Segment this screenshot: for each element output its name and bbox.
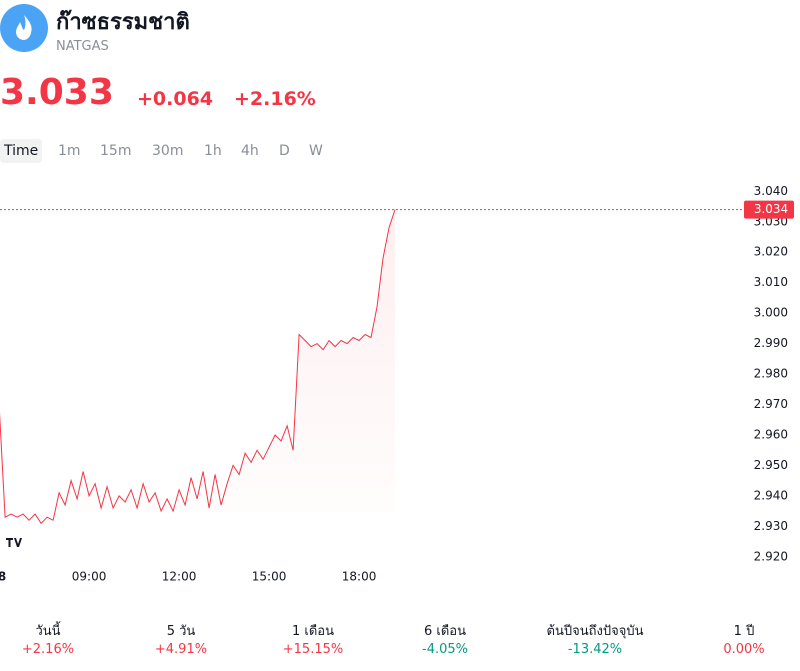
period-change: -4.05% [422,642,468,657]
last-price-tag [744,200,794,219]
title: ก๊าซธรรมชาติ [56,10,190,35]
period-change: 0.00% [723,642,765,657]
period-label[interactable]: 1 ปี [733,624,755,639]
y-tick-label: 2.930 [754,519,788,533]
timeframe-button[interactable]: 1h [204,143,222,159]
period-label[interactable]: ต้นปีจนถึงปัจจุบัน [546,624,644,639]
x-tick-label: 15:00 [252,570,287,584]
x-tick-label: 12:00 [162,570,197,584]
y-tick-label: 2.980 [754,367,788,381]
y-tick-label: 2.970 [754,397,788,411]
timeframe-button[interactable]: D [279,143,290,159]
timeframe-button[interactable]: 1m [58,143,81,159]
period-label[interactable]: 1 เดือน [292,624,334,639]
x-tick-label: 18:00 [342,570,377,584]
price: 3.033 [0,72,114,113]
period-change: +2.16% [21,642,75,657]
y-tick-label: 3.000 [754,306,788,320]
change-percent: +2.16% [234,88,316,110]
period-change: +15.15% [282,642,344,657]
symbol: NATGAS [56,39,109,54]
timeframe-button[interactable]: 4h [241,143,259,159]
last-price-label: 3.034 [754,202,788,216]
line [0,209,396,525]
change: +0.064 [137,88,214,110]
period-change: +4.91% [154,642,208,657]
y-tick-label: 2.950 [754,458,788,472]
period-label[interactable]: 5 วัน [166,624,196,639]
x-tick-label: 09:00 [72,570,107,584]
y-tick-label: 2.940 [754,488,788,502]
chart: 2.920 2.930 2.940 2.950 2.960 2.970 2.980 2.990… [0,184,794,584]
period-label[interactable]: 6 เดือน [424,624,466,639]
period-label[interactable]: วันนี้ [35,624,61,639]
timeframe-button[interactable]: Time [0,139,43,163]
y-tick-label: 2.990 [754,336,788,350]
y-tick-label: 2.920 [754,549,788,563]
timeframe-button[interactable]: 30m [152,143,184,159]
x-tick-label: 8 [0,570,6,584]
period-change: -13.42% [567,642,623,657]
timeframe-button[interactable]: 15m [100,143,132,159]
y-tick-label: 3.010 [754,275,788,289]
y-tick-label: 2.960 [754,427,788,441]
y-tick-label: 3.040 [754,184,788,198]
tv-logo [0,529,28,557]
area [0,209,395,524]
timeframe-button[interactable]: W [309,143,323,159]
logo [0,4,48,52]
y-tick-label: 3.020 [754,245,788,259]
